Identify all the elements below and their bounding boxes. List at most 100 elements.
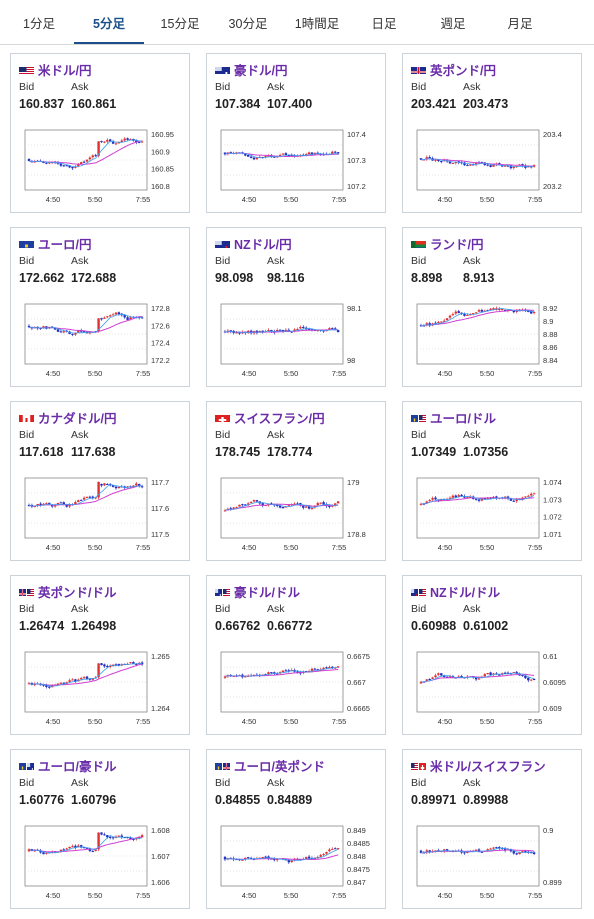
mini-candlestick-chart[interactable]: 0.6675 0.667 0.6665 4:50 5:50 7:55 — [215, 646, 379, 732]
mini-candlestick-chart[interactable]: 1.074 1.073 1.072 1.071 4:50 5:50 7:55 — [411, 472, 575, 558]
pair-name[interactable]: 米ドル/スイスフラン — [430, 760, 546, 774]
pair-name[interactable]: 英ポンド/円 — [430, 64, 496, 78]
rate-card[interactable]: ユーロ/円 Bid Ask 172.662 172.688 172.8 172.6 172.4… — [10, 227, 190, 387]
mini-candlestick-chart[interactable]: 1.265 1.264 4:50 5:50 7:55 — [19, 646, 183, 732]
pair-name[interactable]: ユーロ/英ポンド — [234, 760, 325, 774]
candle-body — [492, 847, 495, 849]
candle-body — [77, 164, 80, 167]
rate-card[interactable]: NZドル/円 Bid Ask 98.098 98.116 98.1 98 4:50 5:50 7:… — [206, 227, 386, 387]
rate-card[interactable]: ユーロ/豪ドル Bid Ask 1.60776 1.60796 1.608 1.607 1.6… — [10, 749, 190, 909]
pair-name[interactable]: 米ドル/円 — [38, 64, 92, 78]
pair-name[interactable]: ユーロ/円 — [38, 238, 92, 252]
rate-card[interactable]: 米ドル/円 Bid Ask 160.837 160.861 160.95 160.9 160.… — [10, 53, 190, 213]
x-tick-label: 5:50 — [284, 195, 299, 204]
mini-candlestick-chart[interactable]: 98.1 98 4:50 5:50 7:55 — [215, 298, 379, 384]
candle-body — [527, 166, 530, 168]
bid-label: Bid — [19, 81, 35, 93]
candle-body — [48, 162, 51, 164]
bid-label: Bid — [19, 603, 35, 615]
candle-body — [103, 317, 106, 319]
candle-body — [42, 503, 45, 505]
candle-body — [495, 847, 498, 849]
y-tick-label: 0.609 — [543, 704, 562, 713]
candle-body — [270, 672, 273, 674]
mini-candlestick-chart[interactable]: 0.849 0.8485 0.848 0.8475 0.847 4:50 5:50 7:55 — [215, 820, 379, 906]
x-tick-label: 7:55 — [528, 195, 543, 204]
ask-label: Ask — [463, 603, 481, 615]
pair-name[interactable]: 豪ドル/円 — [234, 64, 288, 78]
rate-card[interactable]: 米ドル/スイスフラン Bid Ask 0.89971 0.89988 0.9 0.899 4:… — [402, 749, 582, 909]
mini-candlestick-chart[interactable]: 179 178.8 4:50 5:50 7:55 — [215, 472, 379, 558]
rate-card[interactable]: NZドル/ドル Bid Ask 0.60988 0.61002 0.61 0.6095 0.6… — [402, 575, 582, 735]
candle-body — [331, 151, 334, 154]
candle-body — [437, 673, 440, 675]
candle-body — [273, 858, 276, 861]
rate-card[interactable]: カナダドル/円 Bid Ask 117.618 117.638 117.7 117.6 117… — [10, 401, 190, 561]
za-flag-icon — [411, 238, 426, 248]
tab-1min[interactable]: 1分足 — [23, 17, 55, 31]
x-tick-label: 7:55 — [332, 891, 347, 900]
rate-card[interactable]: スイスフラン/円 Bid Ask 178.745 178.774 179 178.8 4:50… — [206, 401, 386, 561]
candle-body — [261, 156, 264, 158]
rate-card[interactable]: ユーロ/ドル Bid Ask 1.07349 1.07356 1.074 1.073 1.07… — [402, 401, 582, 561]
pair-name[interactable]: カナダドル/円 — [38, 412, 117, 426]
x-tick-label: 5:50 — [88, 369, 103, 378]
pair-name[interactable]: ユーロ/豪ドル — [38, 760, 117, 774]
x-tick-label: 7:55 — [528, 717, 543, 726]
pair-name[interactable]: ユーロ/ドル — [430, 412, 496, 426]
rate-card[interactable]: 豪ドル/円 Bid Ask 107.384 107.400 107.4 107.3 107.2… — [206, 53, 386, 213]
mini-candlestick-chart[interactable]: 172.8 172.6 172.4 172.2 4:50 5:50 7:55 — [19, 298, 183, 384]
rate-card[interactable]: ランド/円 Bid Ask 8.898 8.913 8.92 8.9 8.88 8.86 8.84… — [402, 227, 582, 387]
mini-candlestick-chart[interactable]: 0.61 0.6095 0.609 4:50 5:50 7:55 — [411, 646, 575, 732]
pair-name[interactable]: 英ポンド/ドル — [38, 586, 117, 600]
rate-card[interactable]: ユーロ/英ポンド Bid Ask 0.84855 0.84889 0.849 0.8485 0… — [206, 749, 386, 909]
pair-name[interactable]: 豪ドル/ドル — [234, 586, 300, 600]
candle-body — [109, 139, 112, 142]
tab-weekly[interactable]: 週足 — [440, 17, 466, 31]
candle-body — [284, 153, 288, 156]
tab-1hour[interactable]: 1時間足 — [294, 17, 340, 31]
tab-5min[interactable]: 5分足 — [74, 0, 144, 44]
tab-15min[interactable]: 15分足 — [160, 17, 200, 31]
rate-card[interactable]: 豪ドル/ドル Bid Ask 0.66762 0.66772 0.6675 0.667 0.6… — [206, 575, 386, 735]
moving-average-fast — [420, 847, 535, 854]
x-tick-label: 5:50 — [284, 891, 299, 900]
pair-name[interactable]: ランド/円 — [430, 238, 484, 252]
pair-name[interactable]: スイスフラン/円 — [234, 412, 325, 426]
candle-body — [255, 157, 259, 160]
candle-body — [486, 498, 489, 500]
mini-candlestick-chart[interactable]: 1.608 1.607 1.606 4:50 5:50 7:55 — [19, 820, 183, 906]
pair-name[interactable]: NZドル/円 — [234, 238, 292, 252]
mini-candlestick-chart[interactable]: 0.9 0.899 4:50 5:50 7:55 — [411, 820, 575, 906]
candle-body — [106, 835, 109, 838]
mini-candlestick-chart[interactable]: 160.95 160.9 160.85 160.8 4:50 5:50 7:55 — [19, 124, 183, 210]
ask-label: Ask — [463, 777, 481, 789]
bid-label: Bid — [19, 429, 35, 441]
rate-card[interactable]: 英ポンド/ドル Bid Ask 1.26474 1.26498 1.265 1.264 4:5… — [10, 575, 190, 735]
candle-body — [42, 326, 45, 329]
tab-monthly[interactable]: 月足 — [507, 17, 533, 31]
tab-30min[interactable]: 30分足 — [228, 17, 268, 31]
candle-body — [460, 494, 463, 497]
y-tick-label: 0.899 — [543, 878, 562, 887]
candle-body — [140, 317, 144, 319]
mini-candlestick-chart[interactable]: 203.4 203.2 4:50 5:50 7:55 — [411, 124, 575, 210]
mini-candlestick-chart[interactable]: 8.92 8.9 8.88 8.86 8.84 4:50 5:50 7:55 — [411, 298, 575, 384]
y-tick-label: 1.072 — [543, 513, 562, 522]
candle-body — [123, 315, 126, 318]
moving-average-slow — [28, 664, 143, 686]
candle-body — [103, 834, 106, 836]
candle-body — [477, 499, 481, 501]
candle-body — [425, 323, 428, 326]
candle-body — [42, 852, 45, 855]
candle-body — [310, 668, 314, 671]
mini-candlestick-chart[interactable]: 117.7 117.6 117.5 4:50 5:50 7:55 — [19, 472, 183, 558]
tab-daily[interactable]: 日足 — [371, 17, 397, 31]
candle-body — [512, 672, 515, 674]
mini-candlestick-chart[interactable]: 107.4 107.3 107.2 4:50 5:50 7:55 — [215, 124, 379, 210]
candle-body — [509, 498, 513, 501]
pair-name[interactable]: NZドル/ドル — [430, 586, 501, 600]
rate-card[interactable]: 英ポンド/円 Bid Ask 203.421 203.473 203.4 203.2 4:50… — [402, 53, 582, 213]
nz-flag-icon — [215, 238, 230, 248]
y-tick-label: 98.1 — [347, 304, 362, 313]
